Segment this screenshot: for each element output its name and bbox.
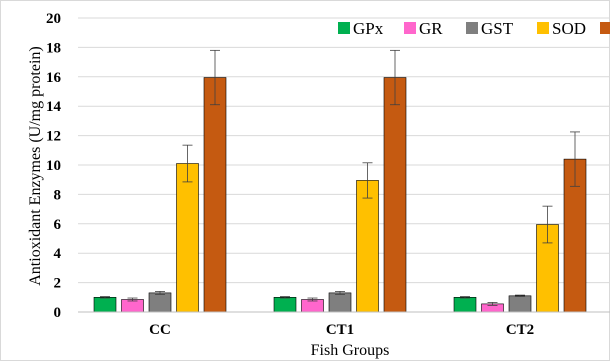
- legend-label-gr: GR: [419, 19, 443, 38]
- bar-sod-cc: [176, 163, 199, 313]
- y-tick-label: 20: [46, 11, 61, 27]
- bar-sod-ct1: [356, 180, 379, 313]
- bar-cat-cc: [203, 77, 227, 313]
- legend: GPxGRGSTSODCAT: [338, 19, 610, 38]
- x-tick-label: CT2: [506, 322, 534, 338]
- y-tick-label: 18: [46, 40, 61, 56]
- legend-label-gst: GST: [481, 19, 514, 38]
- y-tick-label: 0: [54, 305, 62, 321]
- y-tick-label: 2: [54, 276, 62, 292]
- error-bars: [100, 49, 580, 306]
- y-tick-label: 4: [54, 246, 62, 262]
- bar-gr-cc: [121, 299, 144, 313]
- y-tick-labels: 0 2 4 6 8 10 12 14 16 18 20: [46, 11, 62, 321]
- y-axis-title: Antioxidant Enzymes (U/mg protein): [27, 46, 44, 286]
- bar-cat-ct1: [383, 77, 407, 313]
- y-tick-label: 10: [46, 158, 61, 174]
- bar-gst-ct2: [508, 295, 532, 313]
- legend-label-sod: SOD: [552, 19, 586, 38]
- bar-gpx-cc: [93, 296, 117, 313]
- bars: [93, 77, 587, 313]
- x-tick-labels: CC CT1 CT2: [149, 322, 534, 338]
- bar-gr-ct1: [301, 299, 324, 313]
- bar-gst-ct1: [328, 292, 352, 313]
- legend-swatch-sod: [537, 22, 549, 34]
- x-tick-label: CT1: [326, 322, 354, 338]
- gridlines: [78, 17, 610, 284]
- legend-swatch-gpx: [338, 22, 350, 34]
- y-tick-label: 16: [46, 70, 62, 86]
- legend-swatch-gst: [466, 22, 478, 34]
- bar-gpx-ct1: [273, 296, 297, 313]
- legend-swatch-cat: [600, 22, 610, 34]
- y-tick-label: 6: [54, 217, 62, 233]
- x-tick-label: CC: [149, 322, 171, 338]
- bar-gpx-ct2: [453, 296, 477, 313]
- legend-swatch-gr: [404, 22, 416, 34]
- y-tick-label: 14: [46, 99, 62, 115]
- y-tick-label: 8: [54, 187, 62, 203]
- legend-label-gpx: GPx: [353, 19, 384, 38]
- x-axis-title: Fish Groups: [311, 342, 390, 359]
- bar-gst-cc: [148, 292, 172, 313]
- y-tick-label: 12: [46, 129, 61, 145]
